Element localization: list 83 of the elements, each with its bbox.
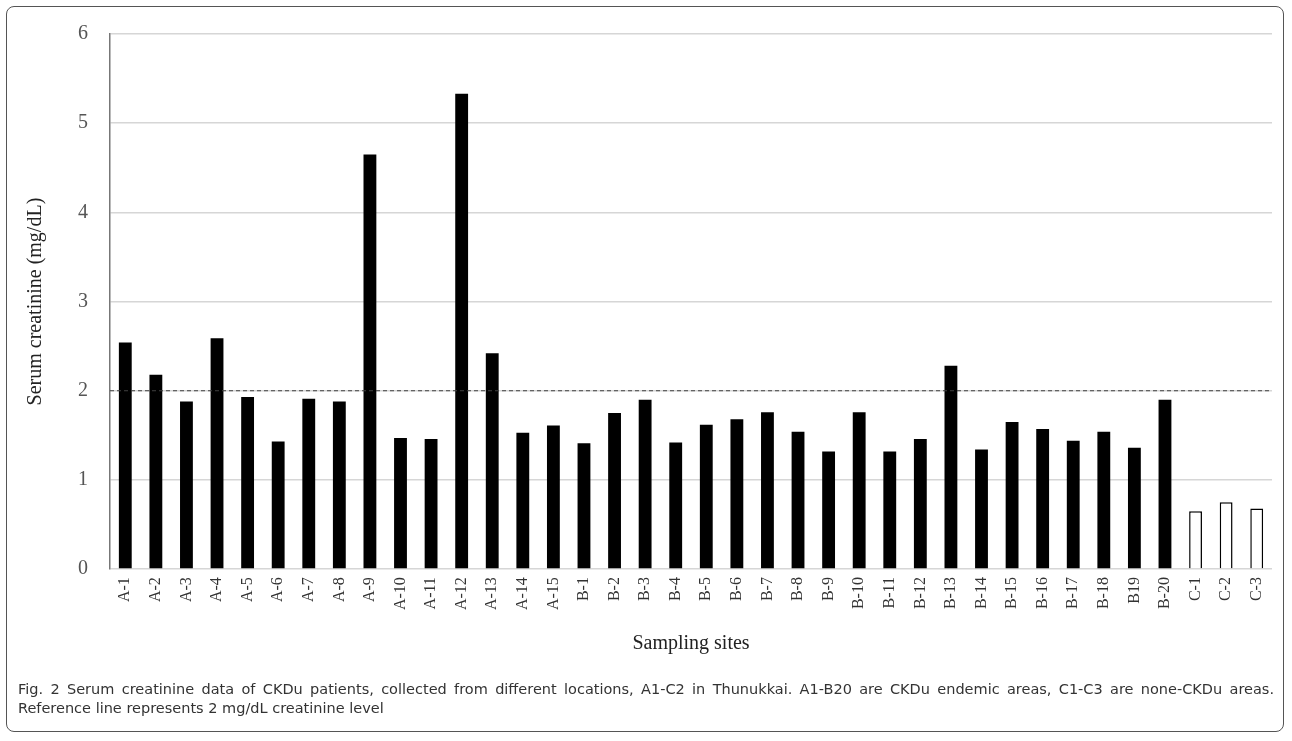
x-tick-label: A-12 xyxy=(451,577,469,611)
bar xyxy=(1097,431,1111,569)
x-tick-label: B-17 xyxy=(1063,577,1081,610)
x-tick-label: A-7 xyxy=(298,577,316,603)
bar xyxy=(608,413,621,569)
x-tick-label: B-9 xyxy=(818,577,836,602)
bar xyxy=(638,399,652,569)
bar xyxy=(394,438,407,569)
bar xyxy=(1066,440,1080,569)
x-tick-label: A-11 xyxy=(421,577,439,610)
bar xyxy=(577,443,591,569)
bar xyxy=(302,398,316,569)
y-tick-label: 5 xyxy=(78,110,88,133)
bar xyxy=(149,374,163,569)
bar xyxy=(424,438,438,569)
bar xyxy=(1005,421,1019,569)
x-tick-label: A-4 xyxy=(207,577,225,603)
x-tick-label: B-18 xyxy=(1094,577,1112,610)
x-tick-label: B-14 xyxy=(971,577,989,610)
x-tick-label: B-7 xyxy=(757,577,775,602)
x-tick-label: A-13 xyxy=(482,577,500,611)
bar xyxy=(761,412,774,569)
x-tick-label: B19 xyxy=(1124,577,1142,604)
bar xyxy=(118,342,132,569)
x-tick-label: A-10 xyxy=(390,577,408,611)
bar xyxy=(975,449,988,569)
y-tick-label: 0 xyxy=(78,556,88,579)
bar xyxy=(822,451,836,569)
bar xyxy=(1158,399,1172,569)
bar xyxy=(210,338,224,569)
x-axis-title: Sampling sites xyxy=(632,631,750,655)
x-tick-label: B-13 xyxy=(941,577,959,610)
y-tick-label: 3 xyxy=(78,288,88,311)
x-tick-label: B-11 xyxy=(879,577,897,609)
bar xyxy=(241,396,255,569)
bar xyxy=(485,353,499,569)
x-tick-label: B-4 xyxy=(665,577,683,602)
x-tick-label: C-1 xyxy=(1185,577,1203,602)
bar xyxy=(516,432,530,569)
bar xyxy=(699,424,713,569)
bar xyxy=(332,401,346,569)
y-tick-label: 1 xyxy=(78,467,88,490)
x-tick-label: A-1 xyxy=(115,577,133,603)
x-tick-label: A-15 xyxy=(543,577,561,611)
x-tick-label: A-3 xyxy=(176,577,194,603)
bar xyxy=(1036,429,1050,569)
x-tick-label: A-2 xyxy=(146,577,164,603)
x-tick-label: B-20 xyxy=(1155,577,1173,610)
bar xyxy=(455,93,469,569)
bar xyxy=(791,431,805,569)
y-axis-title: Serum creatinine (mg/dL) xyxy=(23,197,47,406)
bar xyxy=(546,425,560,569)
bar xyxy=(669,442,683,569)
bar xyxy=(852,412,866,569)
x-tick-label: A-8 xyxy=(329,577,347,603)
x-tick-label: B-16 xyxy=(1032,577,1050,610)
y-tick-label: 2 xyxy=(78,377,88,400)
y-tick-label: 4 xyxy=(78,199,88,222)
x-tick-label: B-2 xyxy=(604,577,622,602)
bar xyxy=(271,441,285,569)
x-tick-label: B-15 xyxy=(1002,577,1020,610)
x-tick-label: C-2 xyxy=(1216,577,1234,602)
x-tick-label: A-6 xyxy=(268,577,286,603)
bar xyxy=(913,438,927,569)
x-tick-label: B-12 xyxy=(910,577,928,610)
caption: Fig. 2 Serum creatinine data of CKDu patients, collected from different locations, A1-C2 in Thunukkai. A1-B20 are CKDu endemic areas, C1-C3 are none-CKDu areas. Reference line represents 2 mg/dL creatinine level xyxy=(18,680,1274,718)
bar xyxy=(944,365,958,569)
x-tick-label: A-9 xyxy=(360,577,378,603)
bar xyxy=(883,451,897,569)
bar xyxy=(180,401,193,569)
x-tick-label: B-6 xyxy=(727,577,745,602)
x-tick-label: B-5 xyxy=(696,577,714,602)
x-tick-label: A-5 xyxy=(237,577,255,603)
y-tick-label: 6 xyxy=(78,21,88,44)
bar xyxy=(363,154,377,569)
x-tick-label: C-3 xyxy=(1246,577,1264,602)
x-tick-label: B-10 xyxy=(849,577,867,610)
x-tick-label: B-3 xyxy=(635,577,653,602)
x-tick-label: B-8 xyxy=(788,577,806,602)
x-tick-label: A-14 xyxy=(513,577,531,611)
x-tick-label: B-1 xyxy=(574,577,592,602)
bar xyxy=(1127,447,1141,569)
bar xyxy=(730,419,744,569)
